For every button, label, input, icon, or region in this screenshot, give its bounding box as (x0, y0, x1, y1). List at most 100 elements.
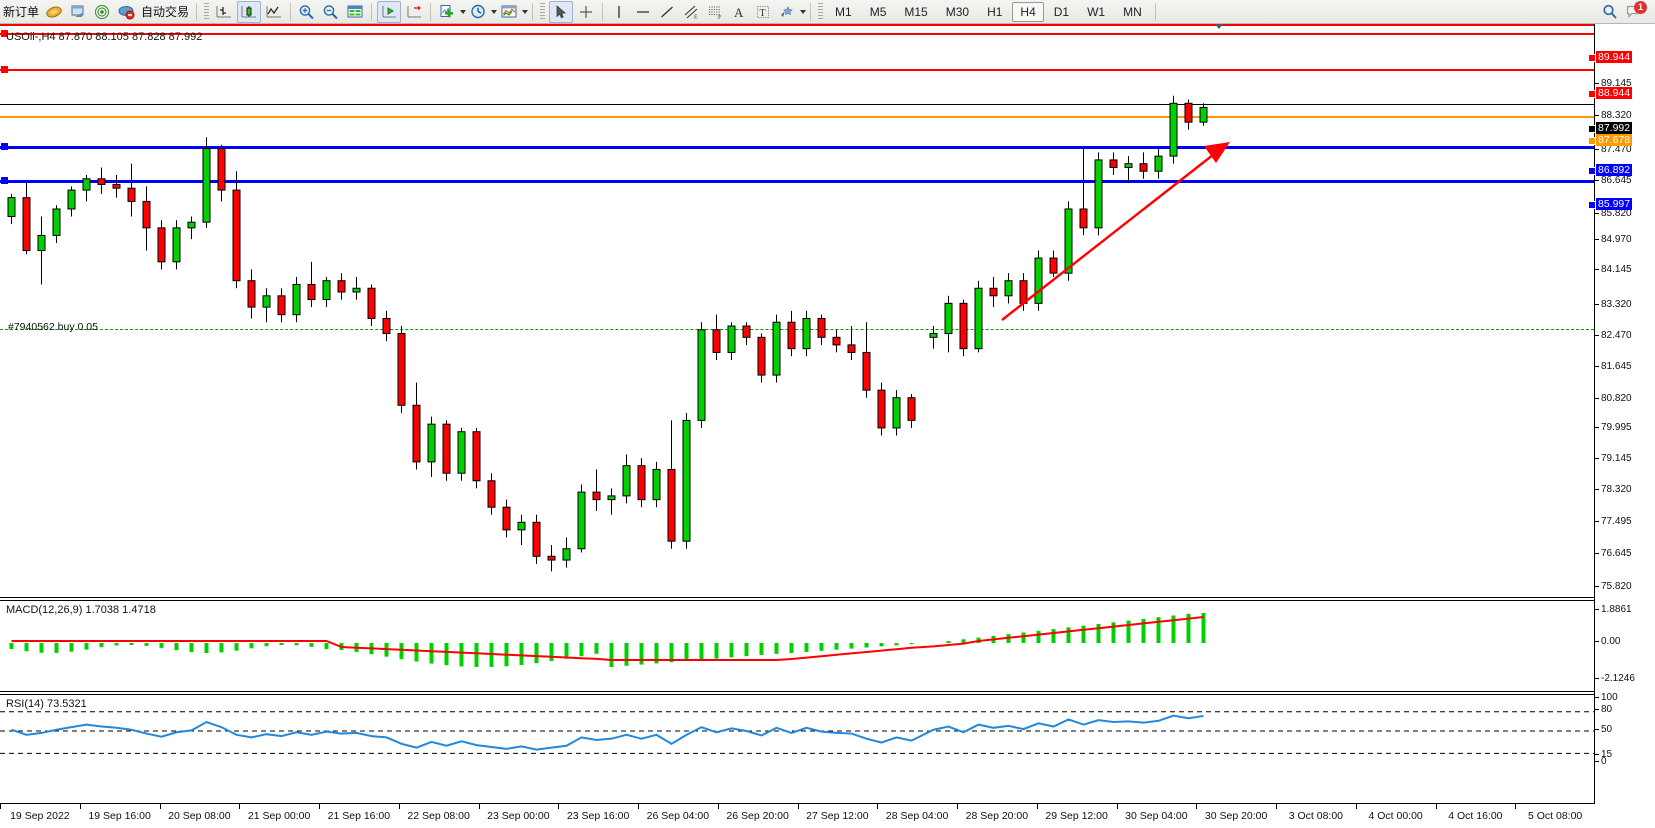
price-level-label[interactable]: 86.892 (1596, 164, 1633, 176)
expert-advisor-icon[interactable] (115, 2, 137, 22)
line-handle[interactable] (1, 143, 8, 150)
time-label: 4 Oct 16:00 (1448, 810, 1503, 822)
price-scale[interactable]: 89.145 88.320 87.470 86.645 85.820 84.970 84.1… (1588, 24, 1655, 804)
price-level-handle[interactable] (1588, 54, 1596, 62)
timeframe-mn[interactable]: MN (1123, 4, 1142, 19)
time-tick (1515, 804, 1517, 809)
templates-icon[interactable] (498, 2, 520, 22)
price-level-label[interactable]: 89.944 (1596, 51, 1633, 63)
rsi-pane[interactable]: RSI(14) 73.5321 (0, 694, 1595, 804)
price-tick: 77.495 (1595, 516, 1632, 527)
trend-arrow-annotation[interactable] (0, 24, 1595, 598)
toolbar-divider (196, 2, 198, 21)
search-icon[interactable] (1599, 2, 1621, 22)
time-tick (1276, 804, 1277, 809)
zoom-in-icon[interactable] (296, 2, 318, 22)
candlestick-chart-icon[interactable] (237, 0, 262, 23)
time-tick (1116, 804, 1118, 809)
gold-bars-icon[interactable] (43, 2, 65, 22)
line-chart-icon[interactable] (263, 2, 285, 22)
time-label: 20 Sep 08:00 (168, 810, 231, 822)
toolbar-grip[interactable] (204, 2, 210, 21)
price-level-label[interactable]: 88.944 (1596, 87, 1633, 99)
crosshair-marker[interactable] (1215, 24, 1223, 29)
rsi-series (0, 711, 1594, 754)
timeframe-h4[interactable]: H4 (1012, 1, 1044, 22)
time-tick (1435, 804, 1437, 809)
text-box-icon[interactable]: T (752, 2, 774, 22)
symbol-ohlc-label: USOil-,H4 87.870 88.105 87.828 87.992 (6, 31, 203, 43)
signal-radar-icon[interactable] (91, 2, 113, 22)
price-level-handle[interactable] (1588, 137, 1596, 145)
timeframe-h1[interactable]: H1 (987, 4, 1003, 19)
support-line-85997 (0, 180, 1594, 183)
rsi-tick: 50 (1595, 724, 1612, 735)
price-level-handle[interactable] (1588, 125, 1596, 133)
order-price-line (0, 116, 1594, 118)
shapes-objects-icon[interactable] (776, 2, 798, 22)
shift-chart-icon[interactable] (377, 0, 402, 23)
line-handle[interactable] (1, 177, 8, 184)
macd-pane[interactable]: MACD(12,26,9) 1.7038 1.4718 (0, 600, 1595, 692)
macd-label: MACD(12,26,9) 1.7038 1.4718 (6, 604, 156, 616)
timeframe-d1[interactable]: D1 (1053, 4, 1070, 19)
templates-dropdown-icon[interactable] (522, 9, 529, 14)
line-handle[interactable] (1, 66, 8, 73)
price-tick: 88.320 (1595, 110, 1632, 121)
line-handle[interactable] (1, 30, 8, 37)
period-clock-icon[interactable] (467, 2, 489, 22)
timeframe-m15[interactable]: M15 (904, 4, 928, 19)
time-tick (1196, 804, 1198, 809)
price-level-handle[interactable] (1588, 90, 1596, 98)
toolbar-grip[interactable] (540, 2, 546, 21)
new-order-button[interactable]: 新订单 (3, 5, 40, 19)
fibonacci-icon[interactable]: F (704, 2, 726, 22)
bar-chart-icon[interactable] (213, 2, 235, 22)
timeframe-m1[interactable]: M1 (835, 4, 852, 19)
price-level-label[interactable]: 85.997 (1596, 198, 1633, 210)
new-chart-dropdown-icon[interactable] (460, 9, 467, 14)
price-level-handle[interactable] (1588, 167, 1596, 175)
time-tick (398, 804, 400, 809)
time-label: 5 Oct 08:00 (1527, 810, 1583, 822)
timeframe-m30[interactable]: M30 (945, 4, 970, 19)
timeframe-w1[interactable]: W1 (1087, 4, 1106, 19)
open-order-label: #7940562 buy 0.05 (8, 321, 98, 333)
price-tick: 75.820 (1595, 581, 1632, 592)
horizontal-line-icon[interactable] (632, 2, 654, 22)
price-tick: 87.470 (1595, 144, 1632, 155)
time-tick (478, 804, 480, 809)
equidistant-channel-icon[interactable]: E (680, 2, 702, 22)
price-level-handle[interactable] (1588, 201, 1596, 209)
period-dropdown-icon[interactable] (491, 9, 498, 14)
shapes-dropdown-icon[interactable] (800, 9, 807, 14)
time-label: 4 Oct 00:00 (1368, 810, 1423, 822)
price-level-label[interactable]: 87.992 (1596, 122, 1633, 134)
time-tick (797, 804, 799, 809)
time-label: 29 Sep 12:00 (1045, 810, 1108, 822)
time-tick (877, 804, 879, 809)
toolbar-grip[interactable] (818, 2, 824, 21)
autotrade-button[interactable]: 自动交易 (141, 5, 190, 19)
terminal-window-icon[interactable] (67, 2, 89, 22)
cursor-arrow-icon[interactable] (549, 0, 574, 23)
data-window-icon[interactable] (344, 2, 366, 22)
vertical-line-icon[interactable] (608, 2, 630, 22)
price-level-label[interactable]: 87.678 (1596, 134, 1633, 146)
notifications-icon[interactable]: 1 (1623, 0, 1647, 22)
crosshair-icon[interactable] (575, 2, 597, 22)
zoom-out-icon[interactable] (320, 2, 342, 22)
time-tick (159, 804, 161, 809)
text-label-icon[interactable]: A (728, 2, 750, 22)
price-pane[interactable]: USOil-,H4 87.870 88.105 87.828 87.992 #7… (0, 24, 1595, 598)
time-label: 27 Sep 12:00 (806, 810, 869, 822)
timeframe-m5[interactable]: M5 (869, 4, 887, 19)
new-chart-icon[interactable] (436, 2, 458, 22)
macd-series (9, 613, 1206, 667)
auto-scroll-icon[interactable] (403, 2, 425, 22)
price-tick: 79.145 (1595, 453, 1632, 464)
time-scale[interactable]: 19 Sep 2022 19 Sep 16:00 20 Sep 08:00 21 Se… (0, 803, 1595, 828)
trendline-icon[interactable] (656, 2, 678, 22)
price-tick: 83.320 (1595, 299, 1632, 310)
chart-area[interactable]: USOil-,H4 87.870 88.105 87.828 87.992 #7… (0, 24, 1655, 828)
